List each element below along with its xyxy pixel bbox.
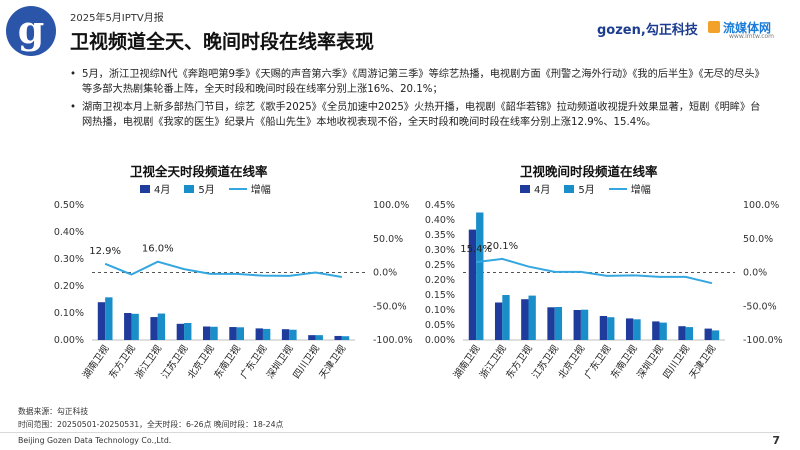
y-tick-label: 0.00% xyxy=(54,335,84,346)
chart2-legend-may: 5月 xyxy=(564,181,595,196)
bar-april xyxy=(202,326,211,340)
bar-may xyxy=(131,313,139,340)
footer-divider xyxy=(0,432,780,433)
bar-may xyxy=(262,328,271,340)
y2-tick-label: 0.0% xyxy=(373,268,397,279)
bar-april xyxy=(124,313,132,340)
y-tick-label: 0.50% xyxy=(54,200,84,211)
y2-tick-label: 100.0% xyxy=(373,200,409,211)
gozen-logo: g xyxy=(6,6,56,56)
legend-label: 增幅 xyxy=(630,185,651,196)
chart2-legend-growth: 增幅 xyxy=(608,181,651,196)
legend-swatch xyxy=(140,184,150,193)
x-tick-label: 天津卫视 xyxy=(317,342,349,380)
y2-tick-label: -100.0% xyxy=(373,335,413,346)
legend-label: 4月 xyxy=(534,185,551,196)
chart1-title: 卫视全天时段频道在线率 xyxy=(130,164,268,179)
legend-label: 5月 xyxy=(198,185,215,196)
growth-line xyxy=(104,260,343,279)
legend-swatch xyxy=(228,187,247,190)
media-brand-name: 流媒体网 xyxy=(723,21,772,35)
gozen-brand: gozen,勾正科技 xyxy=(597,23,698,38)
legend-swatch xyxy=(520,184,530,193)
bar-may xyxy=(210,326,218,340)
footer-range: 时间范围：20250501-20250531，全天时段：6-26点 晚间时段：1… xyxy=(18,420,284,429)
legend-swatch xyxy=(608,187,627,190)
page-number: 7 xyxy=(772,434,780,447)
bar-may xyxy=(341,336,350,340)
chart2-title: 卫视晚间时段频道在线率 xyxy=(520,164,658,179)
summary-bullets: 5月，浙江卫视综N代《奔跑吧第9季》《天赐的声音第六季》《周游记第三季》等综艺热… xyxy=(70,68,770,134)
bar-may xyxy=(105,297,113,340)
media-brand-url: www.lmtw.com xyxy=(729,33,775,40)
bar-may xyxy=(184,322,192,340)
bar-may xyxy=(289,329,297,340)
bar-may xyxy=(315,335,323,340)
legend-label: 4月 xyxy=(154,185,171,196)
bar-april xyxy=(176,323,185,340)
legend-swatch xyxy=(564,184,575,193)
media-brand: 流媒体网 xyxy=(708,19,771,36)
y-tick-label: 0.30% xyxy=(54,254,84,265)
legend-label: 增幅 xyxy=(250,185,271,196)
bar-april xyxy=(97,302,106,340)
growth-annotation: 12.9% xyxy=(89,246,121,257)
media-brand-icon xyxy=(708,21,720,33)
bar-april xyxy=(308,335,316,340)
bar-april xyxy=(334,335,342,340)
chart2-legend: 4月 5月 增幅 xyxy=(520,181,651,196)
bullet-hunan: 湖南卫视本月上新多部热门节目，综艺《歌手2025》《全员加速中2025》火热开播… xyxy=(70,101,770,130)
y-tick-label: 0.20% xyxy=(54,281,84,292)
bar-april xyxy=(229,327,237,340)
chart2-legend-april: 4月 xyxy=(520,181,550,196)
chart1-legend-growth: 增幅 xyxy=(228,181,271,196)
y2-tick-label: -50.0% xyxy=(373,301,407,312)
footer-source: 数据来源：勾正科技 xyxy=(18,407,89,416)
page-title: 卫视频道全天、晚间时段在线率表现 xyxy=(70,31,375,53)
chart1-legend: 4月 5月 增幅 xyxy=(140,181,271,196)
bar-april xyxy=(255,328,263,340)
y2-tick-label: 50.0% xyxy=(373,234,403,245)
bar-may xyxy=(236,327,245,340)
bar-april xyxy=(281,329,290,340)
legend-label: 5月 xyxy=(578,185,595,196)
chart1-legend-may: 5月 xyxy=(184,181,215,196)
report-label: 2025年5月IPTV月报 xyxy=(70,13,164,24)
footer-company: Beijing Gozen Data Technology Co.,Ltd. xyxy=(18,436,172,445)
y-tick-label: 0.10% xyxy=(54,308,84,319)
bar-may xyxy=(157,313,166,340)
bar-april xyxy=(150,317,158,340)
bullet-zhejiang: 5月，浙江卫视综N代《奔跑吧第9季》《天赐的声音第六季》《周游记第三季》等综艺热… xyxy=(70,68,770,97)
legend-swatch xyxy=(184,184,195,193)
y-tick-label: 0.40% xyxy=(54,227,84,238)
growth-annotation: 16.0% xyxy=(142,244,174,255)
chart1-legend-april: 4月 xyxy=(140,181,170,196)
